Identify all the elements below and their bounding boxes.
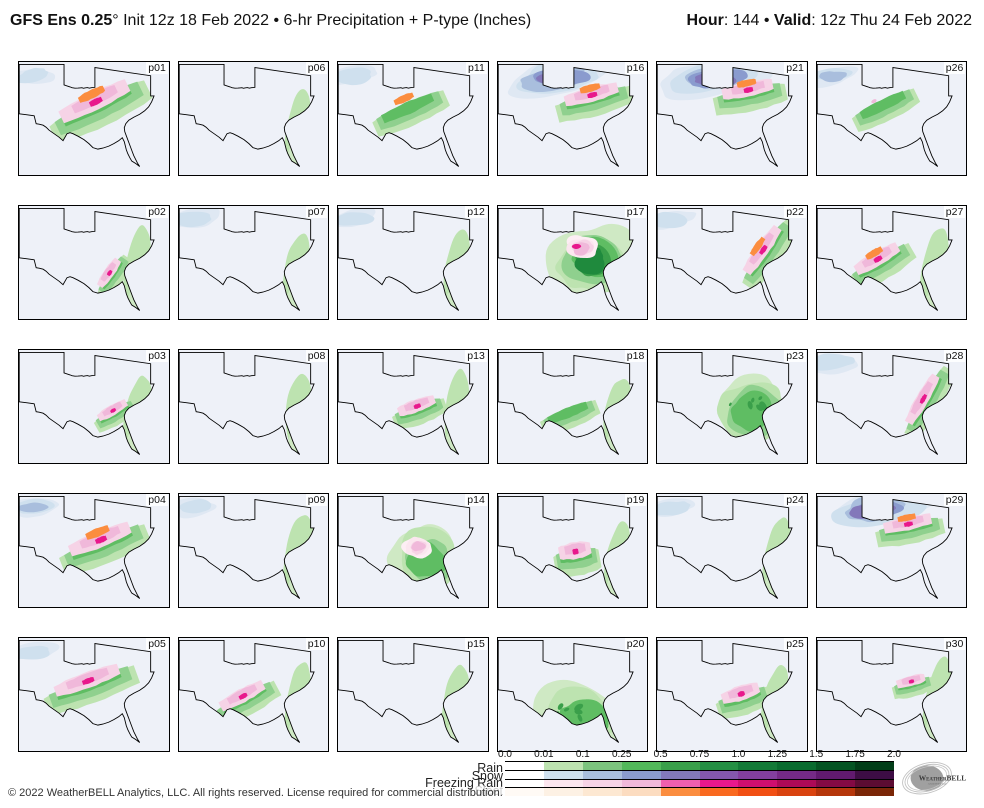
svg-text:ANALYTICS LLC: ANALYTICS LLC bbox=[928, 783, 947, 786]
